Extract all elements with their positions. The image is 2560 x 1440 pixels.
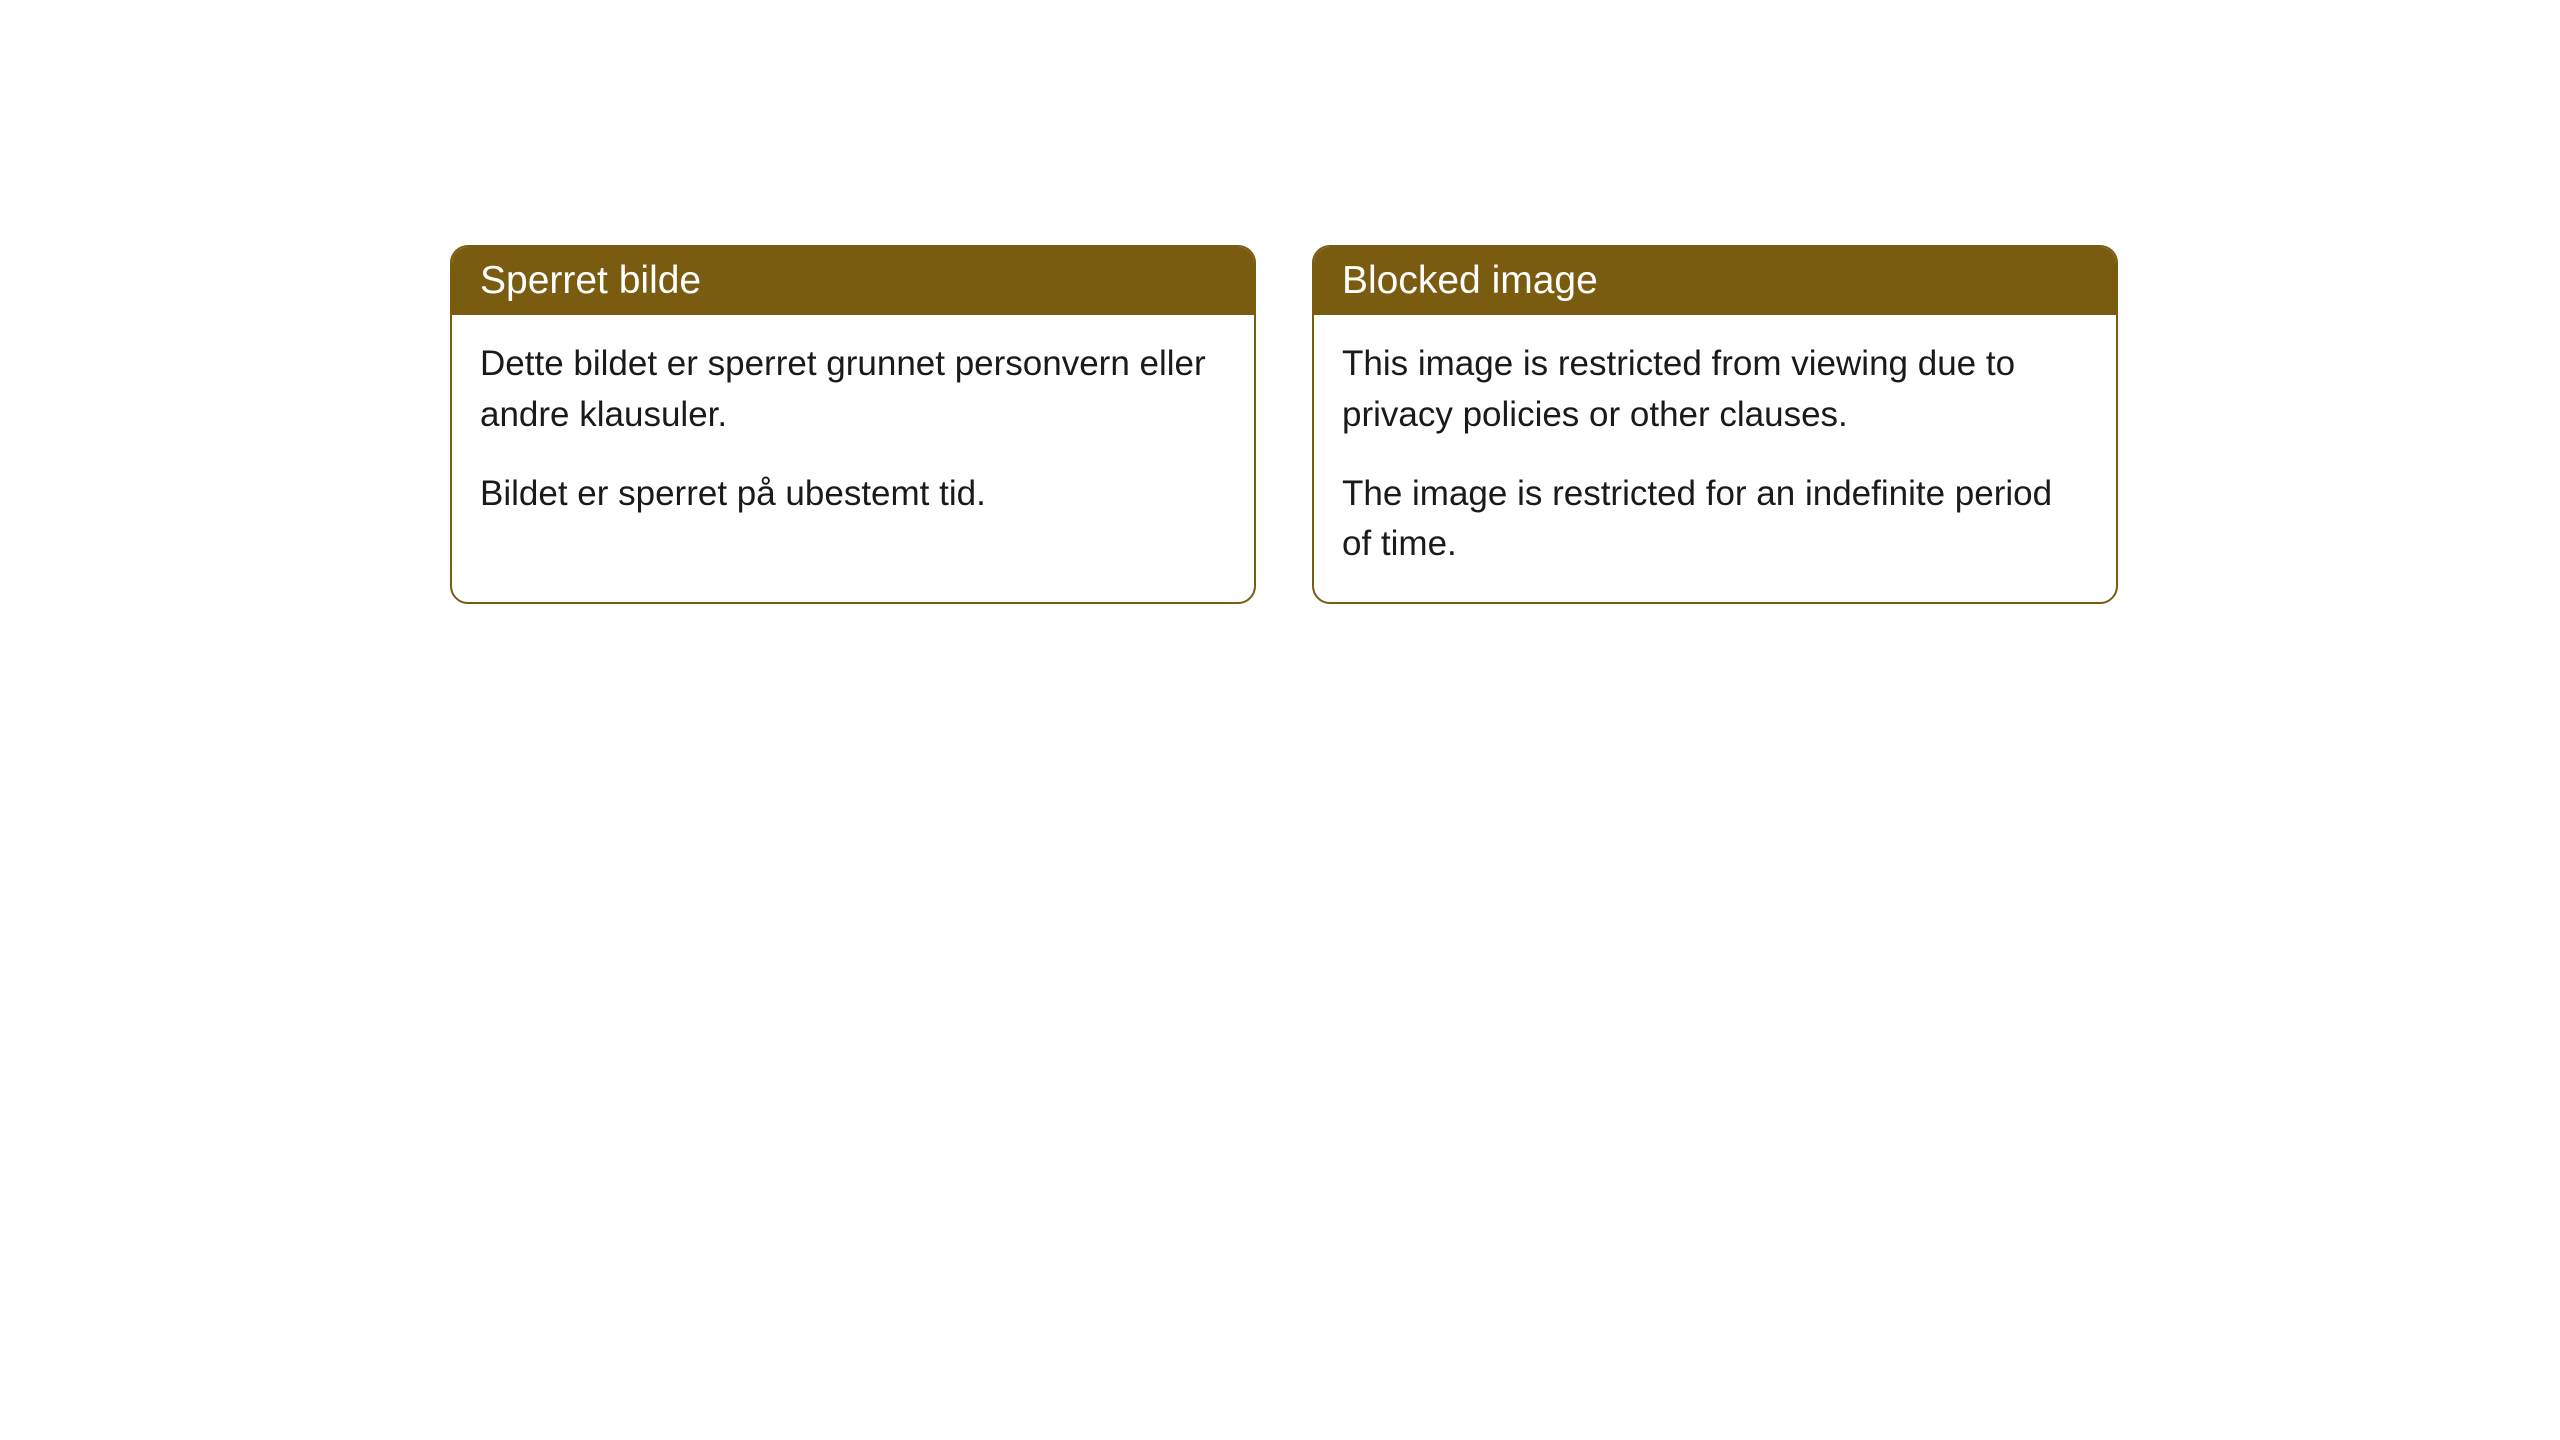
blocked-image-card-norwegian: Sperret bilde Dette bildet er sperret gr… bbox=[450, 245, 1256, 604]
blocked-image-notices: Sperret bilde Dette bildet er sperret gr… bbox=[450, 245, 2118, 604]
card-title-norwegian: Sperret bilde bbox=[452, 247, 1254, 315]
card-body-norwegian: Dette bildet er sperret grunnet personve… bbox=[452, 315, 1254, 551]
card-paragraph-1-english: This image is restricted from viewing du… bbox=[1342, 339, 2088, 441]
card-title-english: Blocked image bbox=[1314, 247, 2116, 315]
card-paragraph-2-norwegian: Bildet er sperret på ubestemt tid. bbox=[480, 469, 1226, 520]
card-paragraph-1-norwegian: Dette bildet er sperret grunnet personve… bbox=[480, 339, 1226, 441]
blocked-image-card-english: Blocked image This image is restricted f… bbox=[1312, 245, 2118, 604]
card-paragraph-2-english: The image is restricted for an indefinit… bbox=[1342, 469, 2088, 571]
card-body-english: This image is restricted from viewing du… bbox=[1314, 315, 2116, 602]
